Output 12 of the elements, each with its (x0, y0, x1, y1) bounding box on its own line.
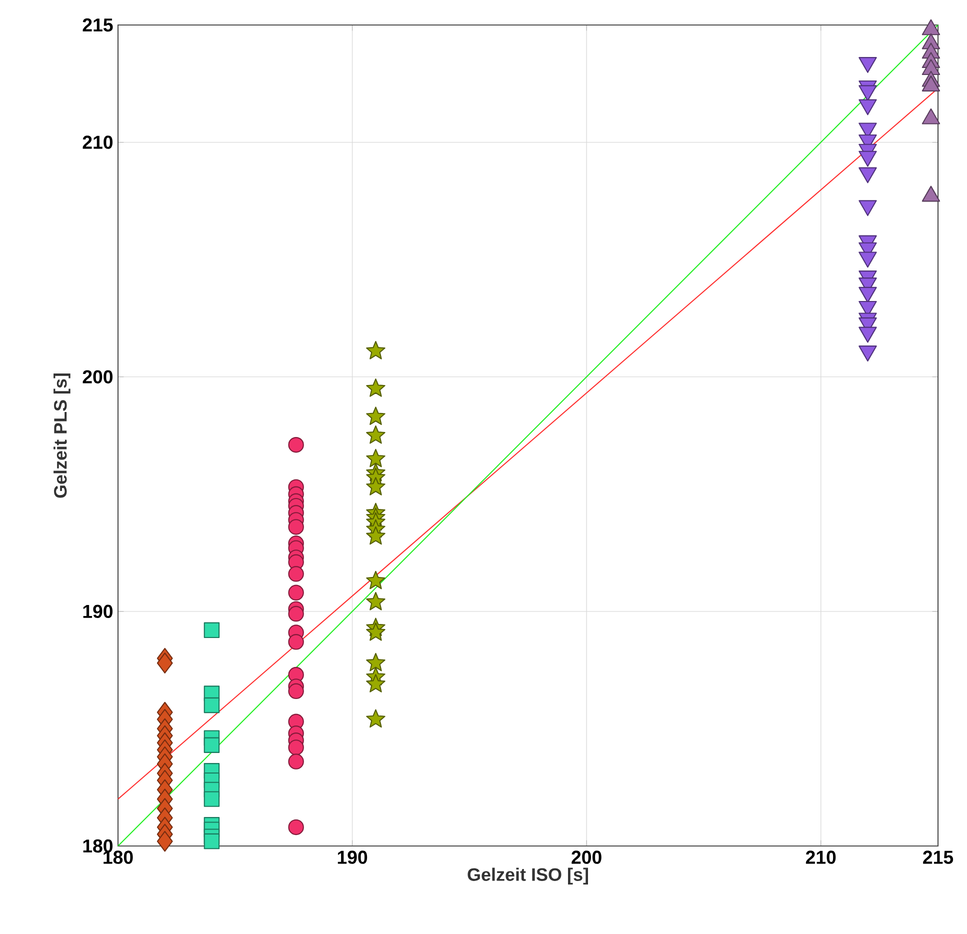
x-tick-label: 215 (923, 850, 954, 864)
y-axis-title: Gelzeit PLS [s] (54, 374, 70, 498)
x-tick-label: 200 (572, 850, 602, 864)
y-tick-label: 180 (83, 839, 113, 853)
x-axis-title: Gelzeit ISO [s] (468, 868, 588, 885)
x-tick-label: 210 (806, 850, 836, 864)
y-tick-label: 190 (83, 604, 113, 618)
x-tick-label: 190 (338, 850, 368, 864)
y-tick-label: 210 (82, 136, 113, 149)
x-tick-label: 180 (104, 850, 133, 864)
y-tick-label: 200 (82, 370, 113, 384)
y-tick-label: 215 (82, 18, 113, 32)
